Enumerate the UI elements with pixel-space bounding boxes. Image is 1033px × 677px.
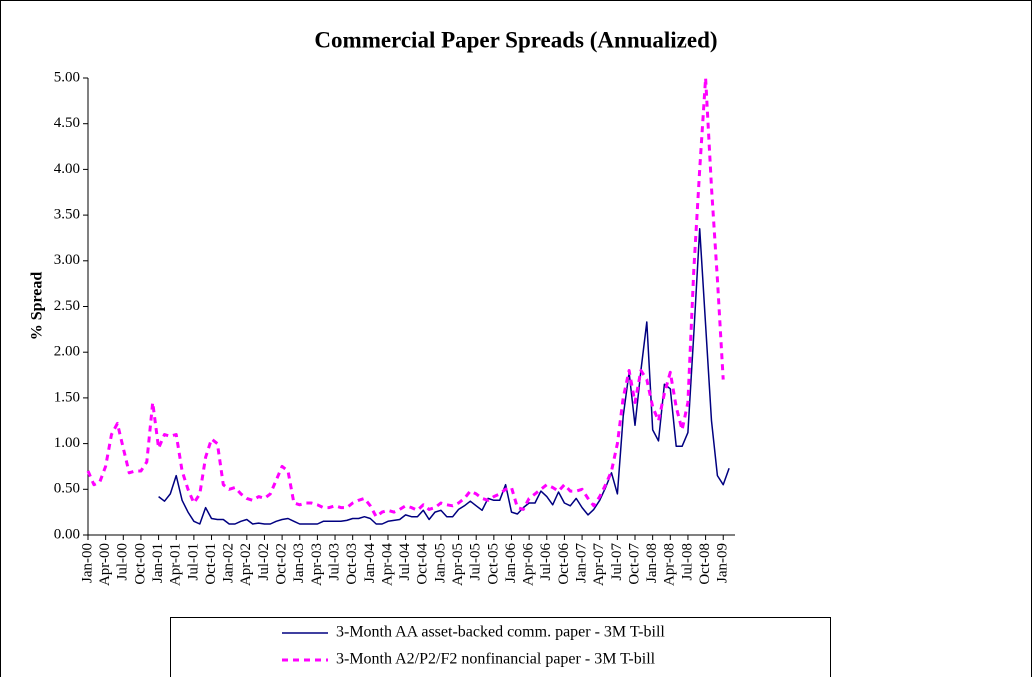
- x-tick-label: Jan-00: [79, 543, 95, 583]
- y-tick-label: 2.00: [54, 344, 80, 360]
- x-tick-label: Apr-04: [379, 543, 395, 587]
- x-tick-label: Apr-00: [97, 543, 113, 586]
- x-tick-label: Jul-01: [185, 543, 201, 581]
- x-tick-label: Jan-03: [291, 543, 307, 583]
- x-tick-label: Oct-01: [203, 543, 219, 585]
- x-tick-label: Oct-04: [415, 543, 431, 585]
- y-tick-label: 4.50: [54, 115, 80, 131]
- y-tick-label: 0.50: [54, 481, 80, 497]
- x-tick-label: Oct-08: [697, 543, 713, 585]
- x-tick-label: Jan-02: [221, 543, 237, 583]
- x-tick-label: Jan-05: [432, 543, 448, 583]
- x-tick-label: Oct-02: [274, 543, 290, 585]
- y-axis-label: % Spread: [29, 272, 46, 341]
- x-tick-label: Jul-04: [397, 543, 413, 581]
- x-tick-label: Apr-01: [168, 543, 184, 586]
- x-tick-label: Jul-06: [538, 543, 554, 581]
- x-tick-label: Jul-02: [256, 543, 272, 581]
- chart-title: Commercial Paper Spreads (Annualized): [314, 27, 717, 52]
- x-tick-label: Oct-05: [485, 543, 501, 585]
- legend-label: 3-Month A2/P2/F2 nonfinancial paper - 3M…: [336, 651, 656, 668]
- x-tick-label: Jul-03: [326, 543, 342, 581]
- series-line: [158, 228, 730, 525]
- y-tick-label: 3.50: [54, 207, 80, 223]
- y-tick-label: 2.50: [54, 298, 80, 314]
- x-tick-label: Oct-00: [132, 543, 148, 585]
- y-tick-label: 1.00: [54, 435, 80, 451]
- legend-box: [170, 617, 831, 677]
- series-line: [86, 76, 725, 519]
- y-tick-label: 4.00: [54, 161, 80, 177]
- x-tick-label: Apr-08: [662, 543, 678, 586]
- x-tick-label: Jan-01: [150, 543, 166, 583]
- x-tick-label: Apr-07: [591, 543, 607, 587]
- x-tick-label: Jan-08: [644, 543, 660, 583]
- x-tick-label: Jul-05: [468, 543, 484, 581]
- legend-label: 3-Month AA asset-backed comm. paper - 3M…: [336, 624, 665, 641]
- y-tick-label: 0.00: [54, 526, 80, 542]
- y-tick-label: 5.00: [54, 69, 80, 85]
- y-tick-label: 3.00: [54, 252, 80, 268]
- x-tick-label: Apr-06: [521, 543, 537, 587]
- x-tick-label: Apr-02: [238, 543, 254, 586]
- x-tick-label: Oct-07: [626, 543, 642, 585]
- x-tick-label: Jul-08: [679, 543, 695, 581]
- x-tick-label: Jan-09: [715, 543, 731, 583]
- x-tick-label: Jan-06: [503, 543, 519, 583]
- x-tick-label: Oct-03: [344, 543, 360, 585]
- x-tick-label: Jul-00: [115, 543, 131, 581]
- x-tick-label: Oct-06: [556, 543, 572, 585]
- x-tick-label: Jul-07: [609, 543, 625, 581]
- x-tick-label: Apr-03: [309, 543, 325, 586]
- y-tick-label: 1.50: [54, 389, 80, 405]
- x-tick-label: Jan-04: [362, 543, 378, 583]
- x-tick-label: Jan-07: [574, 543, 590, 583]
- x-tick-label: Apr-05: [450, 543, 466, 586]
